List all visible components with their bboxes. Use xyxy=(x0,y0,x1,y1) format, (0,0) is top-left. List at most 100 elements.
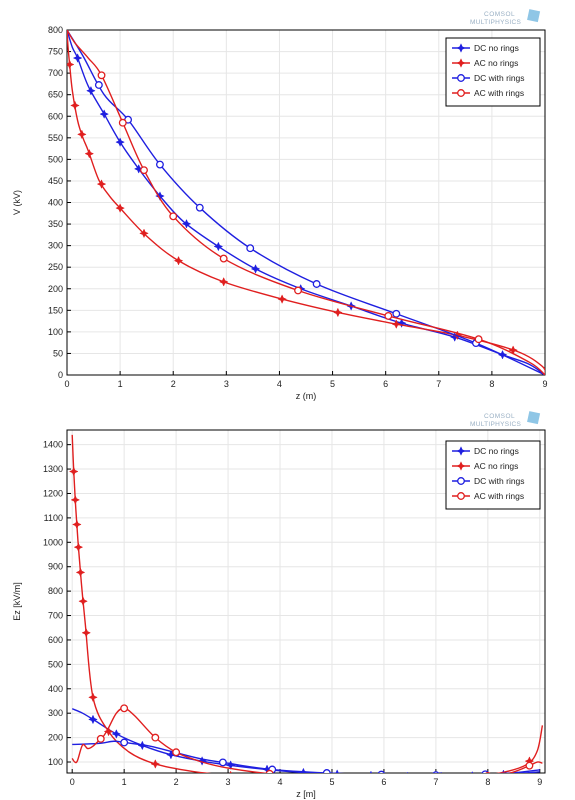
series-1-marker xyxy=(111,729,122,739)
series-3-marker xyxy=(392,309,401,318)
y-tick-label: 300 xyxy=(48,708,63,718)
y-axis-label: Ez [kV/m] xyxy=(12,582,22,621)
y-tick-label: 1200 xyxy=(43,488,63,498)
series-1-marker xyxy=(471,770,474,773)
y-tick-label: 600 xyxy=(48,111,63,121)
legend-label: AC with rings xyxy=(474,491,524,501)
series-2-marker xyxy=(173,255,184,266)
x-tick-label: 3 xyxy=(226,777,231,787)
series-3-marker xyxy=(312,280,321,288)
y-tick-label: 200 xyxy=(48,733,63,743)
x-tick-label: 3 xyxy=(224,379,229,389)
y-tick-label: 900 xyxy=(48,562,63,572)
series-2-marker xyxy=(307,775,315,783)
x-tick-label: 9 xyxy=(537,777,542,787)
series-3-marker xyxy=(432,771,440,773)
logo-text-line1: COMSOL xyxy=(484,11,515,18)
series-2-marker xyxy=(150,759,161,769)
logo-cube-icon xyxy=(527,411,541,425)
series-4-marker xyxy=(97,71,106,80)
series-1-marker xyxy=(99,109,109,119)
series-4-marker xyxy=(172,748,181,757)
x-tick-label: 1 xyxy=(118,379,123,389)
series-1-marker xyxy=(396,318,407,328)
series-3-marker xyxy=(322,769,331,773)
series-1-marker xyxy=(181,218,192,229)
series-2-marker xyxy=(115,203,125,213)
series-1-marker xyxy=(88,714,98,725)
series-4-marker xyxy=(219,254,228,263)
series-2-marker xyxy=(466,772,468,773)
legend-swatch-marker xyxy=(457,492,465,500)
series-2-marker xyxy=(73,542,84,552)
y-tick-label: 700 xyxy=(48,68,63,78)
series-2-marker xyxy=(81,627,92,638)
y-tick-label: 400 xyxy=(48,198,63,208)
x-axis-label: z [m] xyxy=(296,789,316,799)
x-tick-label: 5 xyxy=(330,379,335,389)
legend: DC no rings AC no rings DC with rings AC wi… xyxy=(445,440,541,510)
series-2-marker xyxy=(391,319,402,329)
series-4-marker xyxy=(140,166,148,175)
x-axis-label: z (m) xyxy=(296,391,317,401)
y-tick-label: 400 xyxy=(48,684,63,694)
x-tick-label: 2 xyxy=(174,777,179,787)
y-tick-label: 600 xyxy=(48,635,63,645)
y-tick-label: 800 xyxy=(48,586,63,596)
series-2-marker xyxy=(68,466,79,477)
y-tick-label: 100 xyxy=(48,327,63,337)
series-3-marker xyxy=(94,81,103,89)
series-2-marker xyxy=(96,179,107,189)
y-axis-label: V (kV) xyxy=(12,190,22,215)
series-1-marker xyxy=(369,770,373,773)
x-tick-label: 4 xyxy=(277,379,282,389)
legend-label: DC no rings xyxy=(474,43,519,53)
y-tick-label: 250 xyxy=(48,262,63,272)
series-group xyxy=(67,30,545,375)
x-tick-label: 6 xyxy=(381,777,386,787)
series-3-marker xyxy=(155,160,164,169)
x-tick-label: 5 xyxy=(329,777,334,787)
series-3-marker xyxy=(195,203,204,212)
series-4-marker xyxy=(474,335,483,344)
series-2-marker xyxy=(277,294,287,304)
y-tick-label: 1400 xyxy=(43,440,63,450)
series-2-marker xyxy=(229,770,232,773)
series-4-marker xyxy=(420,775,427,782)
x-tick-label: 9 xyxy=(542,379,547,389)
series-4-marker xyxy=(342,774,349,781)
x-tick-label: 4 xyxy=(278,777,283,787)
series-2-marker xyxy=(67,59,75,70)
series-4-marker xyxy=(265,769,274,773)
series-4-marker xyxy=(525,761,534,770)
series-1-marker xyxy=(213,241,224,252)
series-2-marker xyxy=(70,495,81,505)
series-1-marker xyxy=(115,137,125,147)
x-tick-label: 8 xyxy=(485,777,490,787)
series-4-marker xyxy=(151,733,160,742)
legend-swatch-marker xyxy=(457,89,465,97)
series-line-1 xyxy=(67,30,545,375)
series-3-marker xyxy=(377,770,385,773)
series-1-marker xyxy=(440,771,442,773)
series-2-marker xyxy=(75,567,86,578)
series-4-marker xyxy=(384,311,393,320)
y-tick-label: 500 xyxy=(48,154,63,164)
series-3-marker xyxy=(246,244,255,253)
series-2-marker xyxy=(72,519,82,530)
y-tick-label: 700 xyxy=(48,611,63,621)
logo-text-line2: MULTIPHYSICS xyxy=(470,19,522,26)
series-1-marker xyxy=(334,769,340,773)
series-3-marker xyxy=(120,738,129,747)
x-tick-label: 0 xyxy=(70,777,75,787)
y-tick-label: 1000 xyxy=(43,537,63,547)
series-1-marker xyxy=(250,264,261,274)
series-4-marker xyxy=(294,286,302,295)
legend-swatch-marker xyxy=(456,58,466,68)
y-tick-label: 650 xyxy=(48,90,63,100)
y-tick-label: 1100 xyxy=(44,513,63,523)
logo-text-line1: COMSOL xyxy=(484,413,515,420)
y-tick-label: 450 xyxy=(48,176,63,186)
